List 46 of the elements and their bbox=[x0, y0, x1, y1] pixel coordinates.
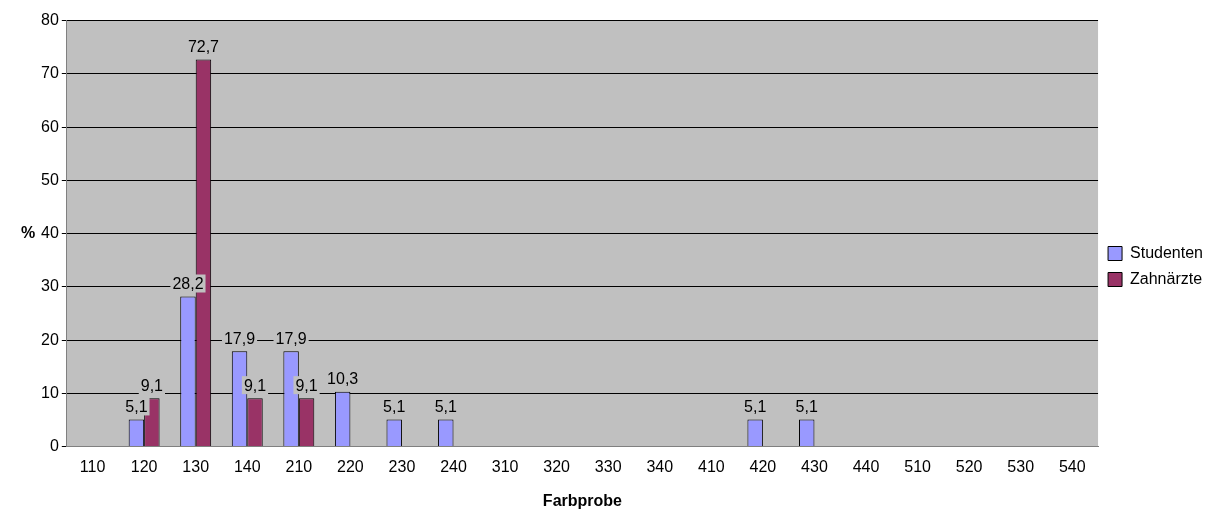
legend-label: Zahnärzte bbox=[1130, 269, 1203, 287]
x-tick-label: 530 bbox=[1007, 457, 1035, 475]
x-tick-label: 220 bbox=[337, 457, 364, 475]
x-tick-label: 340 bbox=[646, 457, 674, 475]
x-tick-label: 140 bbox=[233, 457, 261, 475]
x-tick-label: 310 bbox=[491, 457, 519, 475]
data-label: 17,9 bbox=[275, 329, 307, 347]
x-tick-label: 110 bbox=[79, 457, 106, 475]
x-tick-label: 520 bbox=[955, 457, 983, 475]
y-tick-label: 50 bbox=[41, 170, 59, 188]
x-tick-label: 440 bbox=[852, 457, 880, 475]
data-label: 17,9 bbox=[223, 329, 256, 347]
x-tick-label: 410 bbox=[697, 457, 725, 475]
data-label: 28,2 bbox=[172, 274, 204, 292]
x-tick-label: 240 bbox=[440, 457, 467, 475]
y-tick-label: 20 bbox=[41, 330, 59, 348]
y-tick-label: 80 bbox=[41, 11, 59, 29]
x-tick-label: 540 bbox=[1058, 457, 1086, 475]
x-tick-label: 510 bbox=[904, 457, 932, 475]
x-tick-label: 130 bbox=[182, 457, 210, 475]
y-tick-label: 70 bbox=[41, 64, 59, 82]
x-tick-label: 210 bbox=[285, 457, 313, 475]
x-tick-label: 430 bbox=[801, 457, 828, 475]
data-label: 9,1 bbox=[243, 376, 267, 394]
data-label: 72,7 bbox=[187, 37, 220, 55]
y-tick-label: 60 bbox=[41, 117, 59, 135]
legend-label: Studenten bbox=[1130, 243, 1203, 261]
x-tick-label: 320 bbox=[543, 457, 571, 475]
data-label: 5,1 bbox=[744, 397, 767, 415]
x-axis-title: Farbprobe bbox=[542, 491, 623, 509]
data-label: 9,1 bbox=[140, 376, 164, 394]
data-label: 5,1 bbox=[434, 397, 457, 415]
x-tick-label: 120 bbox=[130, 457, 158, 475]
data-label: 5,1 bbox=[125, 397, 148, 415]
y-tick-label: 0 bbox=[49, 437, 59, 455]
data-label: 5,1 bbox=[383, 397, 406, 415]
data-label: 10,3 bbox=[327, 370, 359, 388]
y-tick-label: 10 bbox=[41, 383, 59, 401]
data-label: 5,1 bbox=[795, 397, 818, 415]
y-tick-label: 40 bbox=[41, 224, 59, 242]
x-tick-label: 330 bbox=[594, 457, 622, 475]
y-tick-label: 30 bbox=[41, 277, 59, 295]
y-axis-title: % bbox=[20, 224, 36, 242]
data-label: 9,1 bbox=[295, 376, 318, 394]
x-tick-label: 230 bbox=[388, 457, 416, 475]
x-tick-label: 420 bbox=[749, 457, 777, 475]
